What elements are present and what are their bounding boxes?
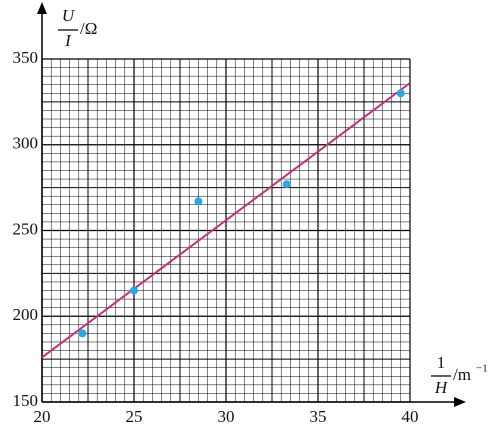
- x-label-denominator: H: [434, 378, 449, 397]
- data-point: [194, 197, 203, 206]
- y-tick-label: 200: [13, 305, 39, 324]
- x-tick-label: 40: [402, 407, 419, 426]
- x-arrow: [454, 397, 466, 407]
- y-label-denominator: I: [64, 31, 72, 50]
- x-label-numerator: 1: [437, 353, 446, 372]
- x-label-unit: /m: [453, 365, 471, 384]
- y-tick-label: 300: [13, 134, 39, 153]
- axes: [37, 2, 466, 407]
- y-tick-label: 350: [13, 48, 39, 67]
- y-label-unit: /Ω: [80, 19, 97, 38]
- data-point: [282, 180, 291, 189]
- y-tick-label: 150: [13, 391, 39, 410]
- y-label-numerator: U: [62, 6, 76, 25]
- x-tick-label: 20: [34, 407, 51, 426]
- y-arrow: [37, 2, 47, 14]
- graph-paper: [41, 58, 411, 403]
- data-point: [130, 286, 138, 295]
- x-tick-label: 30: [218, 407, 235, 426]
- x-label-exponent: −1: [476, 363, 488, 375]
- y-tick-label: 250: [13, 219, 39, 238]
- x-tick-label: 35: [310, 407, 327, 426]
- data-point: [78, 329, 87, 338]
- x-tick-label: 25: [126, 407, 143, 426]
- data-point: [396, 89, 405, 98]
- fit-line: [41, 82, 411, 359]
